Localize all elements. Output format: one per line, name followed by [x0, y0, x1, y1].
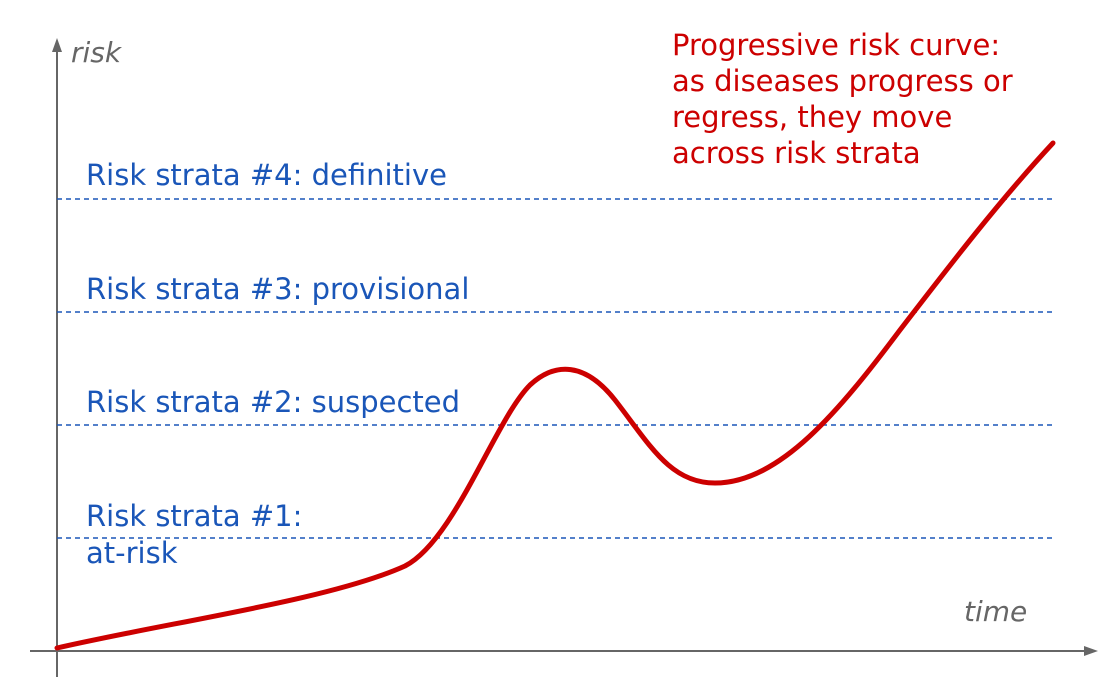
strata-label-2: Risk strata #2: suspected — [86, 385, 460, 419]
strata-label-1-line-1: Risk strata #1: — [86, 499, 302, 533]
strata-lines — [57, 198, 1055, 539]
x-axis-arrow-icon — [1084, 646, 1098, 656]
x-axis-label: time — [964, 595, 1027, 628]
y-axis-arrow-icon — [52, 38, 62, 52]
strata-label-1-line-2: at-risk — [86, 536, 178, 570]
curve-annotation: Progressive risk curve: as diseases prog… — [672, 28, 1022, 170]
axes — [30, 38, 1098, 677]
annotation-line-1: Progressive risk curve: — [672, 28, 1000, 62]
annotation-line-3: regress, they move — [672, 100, 952, 134]
strata-label-3: Risk strata #3: provisional — [86, 272, 469, 306]
annotation-line-4: across risk strata — [672, 136, 921, 170]
annotation-line-2: as diseases progress or — [672, 64, 1013, 98]
y-axis-label: risk — [71, 36, 123, 69]
risk-curve — [54, 140, 1056, 651]
strata-labels: Risk strata #4: definitive Risk strata #… — [86, 158, 469, 570]
strata-label-1: Risk strata #1: at-risk — [86, 499, 312, 570]
strata-label-4: Risk strata #4: definitive — [86, 158, 447, 192]
